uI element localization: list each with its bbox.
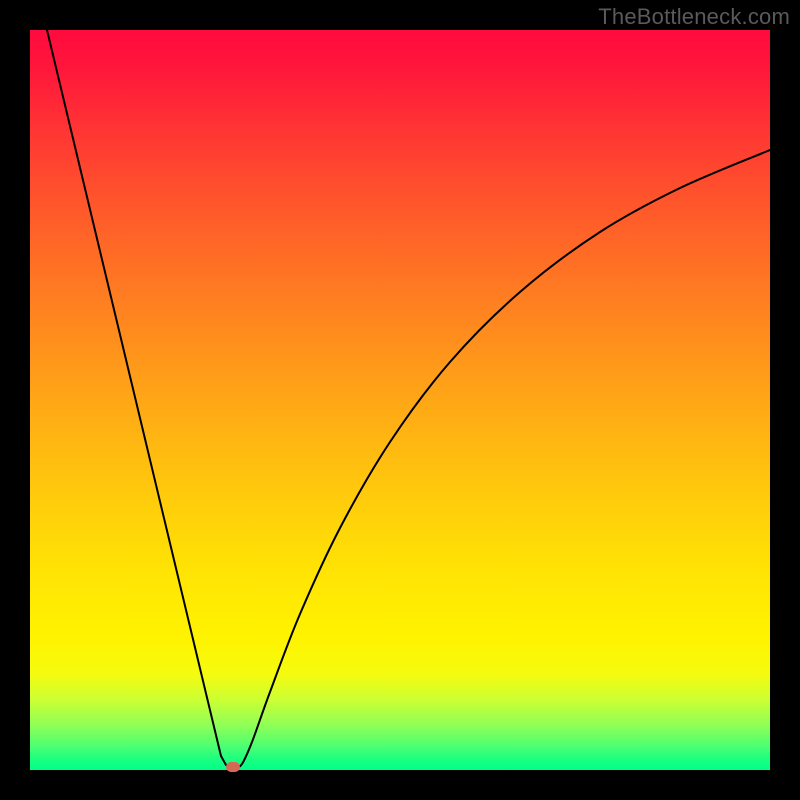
plot-area bbox=[30, 30, 770, 770]
bottleneck-chart bbox=[0, 0, 800, 800]
min-marker bbox=[226, 762, 240, 772]
watermark-text: TheBottleneck.com bbox=[598, 4, 790, 30]
chart-stage: TheBottleneck.com bbox=[0, 0, 800, 800]
